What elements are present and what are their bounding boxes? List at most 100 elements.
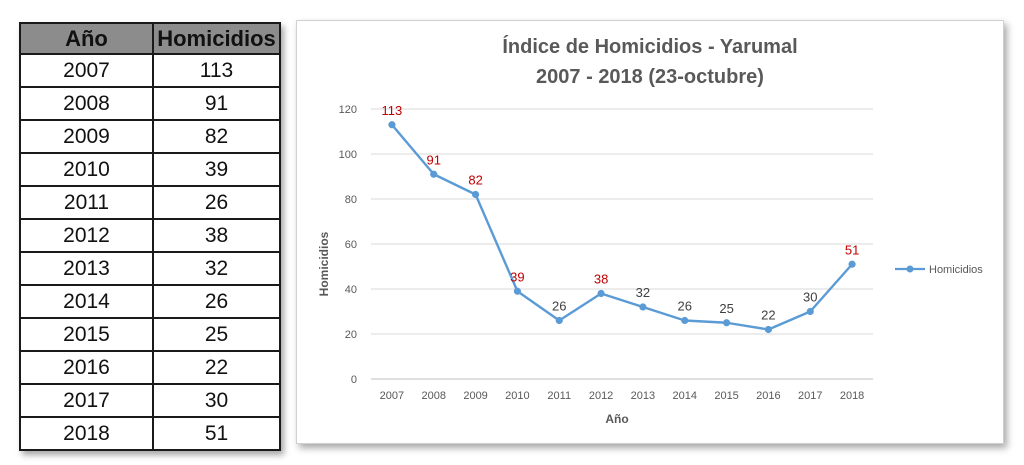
data-label: 26 [678, 299, 692, 314]
cell-homicides: 26 [152, 284, 281, 319]
chart-subtitle: 2007 - 2018 (23-octubre) [536, 66, 764, 88]
x-tick-label: 2008 [422, 390, 446, 402]
data-labels: 113 91 82 39 26 38 32 26 25 22 30 51 [382, 103, 860, 323]
cell-year: 2013 [19, 251, 154, 286]
cell-year: 2008 [19, 86, 154, 121]
legend-dot-marker [906, 265, 914, 273]
table-row: 2010 39 [19, 152, 281, 187]
data-label: 30 [803, 290, 817, 305]
cell-homicides: 39 [152, 152, 281, 187]
y-tick-label: 0 [351, 374, 357, 386]
x-axis-title: Año [605, 412, 628, 426]
x-tick-label: 2015 [714, 390, 738, 402]
cell-year: 2018 [19, 416, 154, 451]
y-tick-label: 40 [345, 284, 357, 296]
legend: Homicidios [895, 264, 983, 276]
data-label: 32 [636, 285, 650, 300]
data-point [388, 121, 396, 129]
line-chart-panel: Índice de Homicidios - Yarumal 2007 - 20… [296, 20, 1004, 444]
data-point [722, 319, 731, 327]
table-row: 2009 82 [19, 119, 281, 154]
y-tick-label: 120 [339, 104, 357, 116]
homicide-data-table: Año Homicidios 2007 113 2008 91 2009 82 2010 39… [19, 22, 281, 451]
data-label: 25 [719, 301, 733, 316]
x-tick-label: 2014 [673, 390, 697, 402]
cell-homicides: 22 [152, 350, 281, 385]
cell-year: 2007 [19, 53, 154, 88]
homicide-data-table-wrapper: Año Homicidios 2007 113 2008 91 2009 82 2010 39… [19, 22, 281, 451]
cell-homicides: 38 [152, 218, 281, 253]
cell-homicides: 32 [152, 251, 281, 286]
table-body: 2007 113 2008 91 2009 82 2010 39 2011 26 2012 38 201… [19, 53, 281, 451]
table-row: 2008 91 [19, 86, 281, 121]
header-year: Año [19, 22, 154, 55]
x-tick-label: 2013 [631, 390, 655, 402]
x-tick-label: 2007 [380, 390, 404, 402]
header-homicides: Homicidios [152, 22, 281, 55]
x-tick-label: 2011 [547, 390, 571, 402]
table-row: 2017 30 [19, 383, 281, 418]
table-row: 2014 26 [19, 284, 281, 319]
x-tick-label: 2016 [756, 390, 780, 402]
data-label: 82 [468, 173, 482, 188]
data-label: 113 [382, 103, 403, 118]
cell-year: 2016 [19, 350, 154, 385]
data-label: 26 [552, 299, 566, 314]
y-tick-label: 100 [339, 149, 357, 161]
legend-label: Homicidios [929, 264, 983, 276]
series-line [391, 123, 853, 331]
gridlines [371, 108, 873, 380]
table-row: 2012 38 [19, 218, 281, 253]
y-tick-label: 80 [345, 194, 357, 206]
data-point [430, 170, 438, 178]
x-tick-label: 2018 [840, 390, 864, 402]
table-row: 2007 113 [19, 53, 281, 88]
cell-homicides: 91 [152, 86, 281, 121]
x-tick-label: 2017 [798, 390, 822, 402]
cell-year: 2012 [19, 218, 154, 253]
data-label: 22 [761, 308, 775, 323]
y-tick-label: 60 [345, 239, 357, 251]
y-tick-label: 20 [345, 329, 357, 341]
x-tick-label: 2012 [589, 390, 613, 402]
data-point [597, 289, 605, 298]
cell-year: 2017 [19, 383, 154, 418]
cell-year: 2014 [19, 284, 154, 319]
data-point [471, 190, 480, 199]
data-point [806, 307, 814, 316]
cell-homicides: 113 [152, 53, 281, 88]
data-point [681, 316, 689, 325]
x-axis-ticks: 2007 2008 2009 2010 2011 2012 2013 2014 2015 2016… [380, 390, 865, 402]
table-row: 2018 51 [19, 416, 281, 451]
table-header-row: Año Homicidios [19, 22, 281, 55]
cell-year: 2010 [19, 152, 154, 187]
data-point [555, 316, 563, 325]
series-homicidios [388, 121, 856, 334]
data-point [513, 287, 522, 295]
table-row: 2011 26 [19, 185, 281, 220]
y-axis-title: Homicidios [317, 231, 331, 296]
data-label: 39 [510, 269, 524, 284]
x-tick-label: 2010 [505, 390, 529, 402]
cell-homicides: 26 [152, 185, 281, 220]
data-point [764, 325, 773, 334]
table-row: 2015 25 [19, 317, 281, 352]
table-row: 2013 32 [19, 251, 281, 286]
data-point [639, 303, 647, 311]
data-label: 91 [427, 152, 441, 167]
cell-homicides: 51 [152, 416, 281, 451]
cell-homicides: 30 [152, 383, 281, 418]
cell-homicides: 25 [152, 317, 281, 352]
cell-year: 2015 [19, 317, 154, 352]
cell-year: 2011 [19, 185, 154, 220]
y-axis-ticks: 0 20 40 60 80 100 120 [339, 104, 357, 386]
table-row: 2016 22 [19, 350, 281, 385]
cell-homicides: 82 [152, 119, 281, 154]
data-label: 51 [845, 242, 859, 257]
x-tick-label: 2009 [463, 390, 487, 402]
data-point [848, 260, 856, 268]
cell-year: 2009 [19, 119, 154, 154]
line-chart: Índice de Homicidios - Yarumal 2007 - 20… [317, 35, 983, 426]
chart-title: Índice de Homicidios - Yarumal [502, 35, 797, 58]
data-label: 38 [594, 272, 608, 287]
